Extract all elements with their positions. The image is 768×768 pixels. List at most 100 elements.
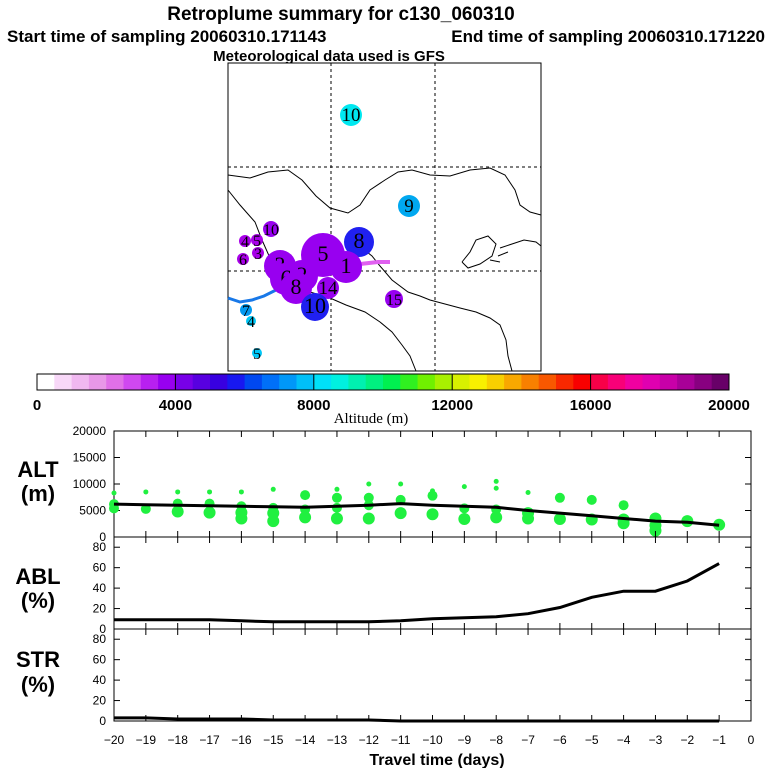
altitude-colorbar: 0 4000 8000 12000 16000 20000 Altitude (m) [33,373,750,427]
alt-scatter-point [363,492,374,503]
alt-scatter-point [238,489,244,495]
colorbar-cell [123,374,142,390]
alt-scatter-point [175,489,181,495]
map-cluster-label: 7 [242,303,250,320]
alt-scatter-point [300,490,311,501]
x-tick-label: −16 [231,733,252,747]
colorbar-cell [486,374,505,390]
alt-scatter-point [331,492,342,503]
x-tick-label: −5 [585,733,599,747]
x-tick-label: −11 [391,733,411,747]
colorbar-cell [296,374,315,390]
y-tick-label: 20 [93,602,107,616]
y-tick-label: 0 [99,622,106,636]
alt-scatter-point [203,506,216,519]
x-tick-label: −2 [680,733,694,747]
map-cluster-day-5: 5 [251,233,263,250]
map-cluster-marker [237,253,249,265]
map-cluster-marker [344,227,374,257]
met-data-label: Meteorological data used is GFS [213,48,445,65]
map-cluster-marker [263,221,279,237]
colorbar-cell [54,374,73,390]
colorbar-cell [538,374,557,390]
map-cluster-day-10: 10 [301,293,329,321]
colorbar-cell [365,374,384,390]
colorbar-cell [383,374,401,390]
map-cluster-label: 8 [291,274,302,299]
alt-panel: ALT (m) 20000 15000 10000 5000 0 [17,424,752,544]
map-cluster-marker [330,251,362,283]
abl-panel: ABL (%) 80 60 40 20 0 [15,536,752,636]
y-tick-label: 40 [93,581,107,595]
map-cluster-day-7: 7 [240,303,252,320]
x-tick-label: −19 [136,733,157,747]
map-cluster-label: 10 [263,222,279,239]
alt-scatter-point [525,489,531,495]
map-cluster-layer: 1098104536512268141015745 [237,104,420,363]
str-panel-unit: (%) [21,672,55,697]
colorbar-cell [590,374,609,390]
x-tick-label: −12 [359,733,380,747]
colorbar-cell [659,374,678,390]
map-cluster-label: 14 [319,278,339,299]
map-coastline [227,167,542,216]
abl-frame [113,536,752,630]
colorbar-cell [417,374,436,390]
map-cluster-label: 8 [354,228,365,253]
colorbar-cell [279,374,297,390]
x-tick-label: −9 [458,733,472,747]
x-tick-label: −6 [553,733,567,747]
map-cluster-day-15: 15 [385,290,403,309]
map-island [489,239,542,263]
map-cluster-day-3: 3 [252,246,264,263]
alt-scatter-point [553,512,566,525]
y-tick-label: 10000 [73,477,107,491]
colorbar-cell [175,374,194,390]
colorbar-cell [106,374,124,390]
alt-scatter-point [398,481,404,487]
map-coastline [461,235,497,269]
alt-scatter-point [586,494,597,505]
colorbar-cell [158,374,176,390]
x-tick-label: −1 [712,733,726,747]
map-cluster-marker [317,277,339,299]
figure-title: Retroplume summary for c130_060310 [167,4,514,25]
abl-line [114,562,720,624]
alt-scatter-point [461,484,467,490]
x-axis-title: Travel time (days) [369,752,504,768]
colorbar-cell [71,374,90,390]
colorbar-cell [625,374,643,390]
map-cluster-marker [340,104,362,126]
map-cluster-day-14: 14 [317,277,339,299]
alt-scatter-point [334,486,340,492]
map-cluster-label: 4 [247,314,255,331]
map-cluster-day-10: 10 [263,221,279,239]
map-cluster-marker [240,304,252,316]
alt-scatter-point [493,485,499,491]
map-frame [227,62,542,372]
map-cluster-label: 1 [341,253,352,278]
colorbar-cell [244,374,263,390]
x-tick-label: −10 [422,733,443,747]
colorbar-cell [694,374,713,390]
map-cluster-day-6: 6 [237,252,249,269]
alt-scatter-point [270,486,276,492]
y-tick-label: 80 [93,632,107,646]
alt-scatter-point [267,515,280,528]
colorbar-cell [504,374,522,390]
alt-scatter-point [427,490,438,501]
colorbar-tick-label: 4000 [159,397,192,414]
abl-panel-label: ABL [15,564,60,589]
colorbar-cell [192,374,211,390]
map-cluster-label: 4 [241,234,249,251]
colorbar-tick-label: 8000 [297,397,330,414]
colorbar-cell [261,374,280,390]
map-cluster-marker [246,316,256,326]
alt-panel-unit: (m) [21,481,55,506]
alt-scatter-point [111,490,117,496]
y-tick-label: 60 [93,561,107,575]
map-cluster-label: 5 [253,346,261,363]
map-panel: 1098104536512268141015745 [227,62,542,372]
alt-scatter-point [394,507,407,520]
